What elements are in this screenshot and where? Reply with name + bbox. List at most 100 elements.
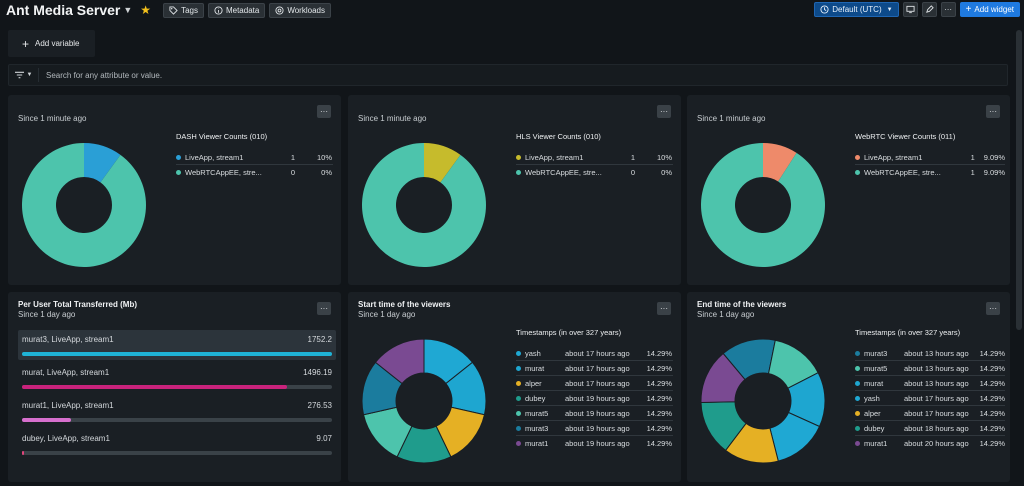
legend-time: about 17 hours ago bbox=[565, 378, 630, 388]
tv-mode-button[interactable] bbox=[902, 2, 918, 17]
add-variable-label: Add variable bbox=[35, 39, 80, 48]
panel-since: Since 1 day ago bbox=[18, 310, 76, 319]
panel-menu-button[interactable]: ··· bbox=[657, 105, 671, 118]
donut-slice-0[interactable] bbox=[424, 143, 461, 183]
legend-row[interactable]: dubey about 19 hours ago 14.29% bbox=[516, 391, 673, 406]
legend-row[interactable]: WebRTCAppEE, stre... 0 0% bbox=[176, 165, 333, 180]
add-widget-label: Add widget bbox=[974, 5, 1014, 14]
more-options-button[interactable]: ··· bbox=[940, 2, 956, 17]
workloads-button[interactable]: Workloads bbox=[269, 2, 331, 18]
legend-swatch bbox=[516, 425, 521, 431]
bar-fill bbox=[22, 385, 287, 389]
donut-slice-1[interactable] bbox=[21, 143, 147, 267]
legend-time: about 18 hours ago bbox=[904, 423, 969, 433]
legend-count: 0 bbox=[630, 168, 635, 177]
legend-swatch bbox=[516, 380, 521, 386]
legend-swatch bbox=[516, 395, 521, 401]
transfer-panel: Per User Total Transferred (Mb) Since 1 … bbox=[8, 292, 341, 482]
chevron-down-icon[interactable]: ▼ bbox=[123, 5, 133, 15]
metadata-label: Metadata bbox=[225, 5, 260, 15]
tag-icon bbox=[169, 5, 178, 15]
legend-name: murat5 bbox=[864, 363, 888, 373]
legend-pct: 14.29% bbox=[979, 363, 1005, 373]
legend-pct: 14.29% bbox=[646, 423, 672, 433]
panel-menu-button[interactable]: ··· bbox=[986, 302, 1000, 315]
legend-count: 1 bbox=[970, 168, 975, 177]
legend-swatch bbox=[516, 154, 521, 160]
bar-value: 9.07 bbox=[316, 434, 332, 443]
legend-row[interactable]: murat5 about 19 hours ago 14.29% bbox=[516, 406, 673, 421]
donut-slice-0[interactable] bbox=[84, 143, 121, 183]
legend-row[interactable]: murat1 about 20 hours ago 14.29% bbox=[855, 436, 1005, 451]
legend-row[interactable]: LiveApp, stream1 1 10% bbox=[516, 150, 673, 165]
donut-slice-6[interactable] bbox=[700, 352, 746, 404]
donut-slice-1[interactable] bbox=[362, 143, 486, 267]
bar-label: dubey, LiveApp, stream1 bbox=[22, 434, 110, 443]
legend-pct: 14.29% bbox=[979, 393, 1005, 403]
legend-row[interactable]: alper about 17 hours ago 14.29% bbox=[855, 406, 1005, 421]
legend-row[interactable]: murat1 about 19 hours ago 14.29% bbox=[516, 436, 673, 451]
legend-swatch bbox=[855, 425, 860, 431]
legend-row[interactable]: alper about 17 hours ago 14.29% bbox=[516, 376, 673, 391]
legend-name: alper bbox=[525, 378, 542, 388]
webrtc-donut-chart bbox=[701, 143, 825, 267]
tags-label: Tags bbox=[181, 5, 198, 15]
edit-button[interactable] bbox=[921, 2, 937, 17]
legend-row[interactable]: WebRTCAppEE, stre... 1 9.09% bbox=[855, 165, 1005, 180]
legend-row[interactable]: LiveApp, stream1 1 10% bbox=[176, 150, 333, 165]
legend-swatch bbox=[855, 154, 860, 160]
panel-title: Start time of the viewers bbox=[358, 300, 451, 309]
legend-row[interactable]: LiveApp, stream1 1 9.09% bbox=[855, 150, 1005, 165]
favorite-star-icon[interactable]: ★ bbox=[140, 3, 152, 17]
pencil-icon bbox=[925, 5, 934, 13]
legend-name: WebRTCAppEE, stre... bbox=[525, 168, 602, 177]
legend-pct: 14.29% bbox=[646, 378, 672, 388]
panel-title: Per User Total Transferred (Mb) bbox=[18, 300, 137, 309]
panel-menu-button[interactable]: ··· bbox=[317, 302, 331, 315]
donut-slice-0[interactable] bbox=[763, 143, 797, 182]
bar-row[interactable]: dubey, LiveApp, stream1 9.07 bbox=[18, 429, 336, 459]
bar-label: murat3, LiveApp, stream1 bbox=[22, 335, 114, 344]
legend-time: about 17 hours ago bbox=[904, 393, 969, 403]
legend-time: about 17 hours ago bbox=[904, 408, 969, 418]
legend-time: about 19 hours ago bbox=[565, 408, 630, 418]
bar-row[interactable]: murat, LiveApp, stream1 1496.19 bbox=[18, 363, 336, 393]
timezone-picker[interactable]: Default (UTC) ▼ bbox=[814, 2, 899, 17]
bar-row[interactable]: murat1, LiveApp, stream1 276.53 bbox=[18, 396, 336, 426]
bar-row[interactable]: murat3, LiveApp, stream1 1752.2 bbox=[18, 330, 336, 360]
legend-row[interactable]: murat3 about 13 hours ago 14.29% bbox=[855, 346, 1005, 361]
panel-menu-button[interactable]: ··· bbox=[657, 302, 671, 315]
legend-pct: 14.29% bbox=[979, 439, 1005, 448]
panel-menu-button[interactable]: ··· bbox=[986, 105, 1000, 118]
add-widget-button[interactable]: + Add widget bbox=[959, 2, 1020, 17]
filter-toggle[interactable]: ▼ bbox=[9, 68, 39, 82]
search-input[interactable]: Search for any attribute or value. bbox=[46, 70, 163, 80]
legend-swatch bbox=[855, 365, 860, 371]
legend-pct: 10% bbox=[656, 152, 672, 162]
legend-time: about 17 hours ago bbox=[565, 348, 630, 358]
bar-value: 1752.2 bbox=[307, 335, 332, 344]
filter-bar[interactable]: ▼ Search for any attribute or value. bbox=[8, 64, 1008, 86]
legend-row[interactable]: murat about 13 hours ago 14.29% bbox=[855, 376, 1005, 391]
legend-row[interactable]: murat about 17 hours ago 14.29% bbox=[516, 361, 673, 376]
legend-row[interactable]: dubey about 18 hours ago 14.29% bbox=[855, 421, 1005, 436]
legend-pct: 14.29% bbox=[646, 408, 672, 418]
legend-row[interactable]: yash about 17 hours ago 14.29% bbox=[516, 346, 673, 361]
legend-name: murat3 bbox=[864, 348, 888, 358]
legend-row[interactable]: WebRTCAppEE, stre... 0 0% bbox=[516, 165, 673, 180]
page-scrollbar[interactable] bbox=[1016, 30, 1022, 330]
legend-name: murat1 bbox=[525, 439, 549, 448]
dashboard-title[interactable]: Ant Media Server bbox=[6, 2, 121, 18]
metadata-button[interactable]: Metadata bbox=[207, 2, 266, 18]
donut-slice-1[interactable] bbox=[701, 143, 825, 267]
legend-pct: 0% bbox=[661, 168, 672, 177]
legend-row[interactable]: murat5 about 13 hours ago 14.29% bbox=[855, 361, 1005, 376]
tags-button[interactable]: Tags bbox=[163, 2, 204, 18]
legend-row[interactable]: murat3 about 19 hours ago 14.29% bbox=[516, 421, 673, 436]
donut-slice-6[interactable] bbox=[374, 338, 425, 385]
legend-row[interactable]: yash about 17 hours ago 14.29% bbox=[855, 391, 1005, 406]
add-variable-button[interactable]: + Add variable bbox=[8, 30, 95, 57]
panel-menu-button[interactable]: ··· bbox=[317, 105, 331, 118]
legend-swatch bbox=[176, 154, 181, 160]
bar-fill bbox=[22, 352, 332, 356]
